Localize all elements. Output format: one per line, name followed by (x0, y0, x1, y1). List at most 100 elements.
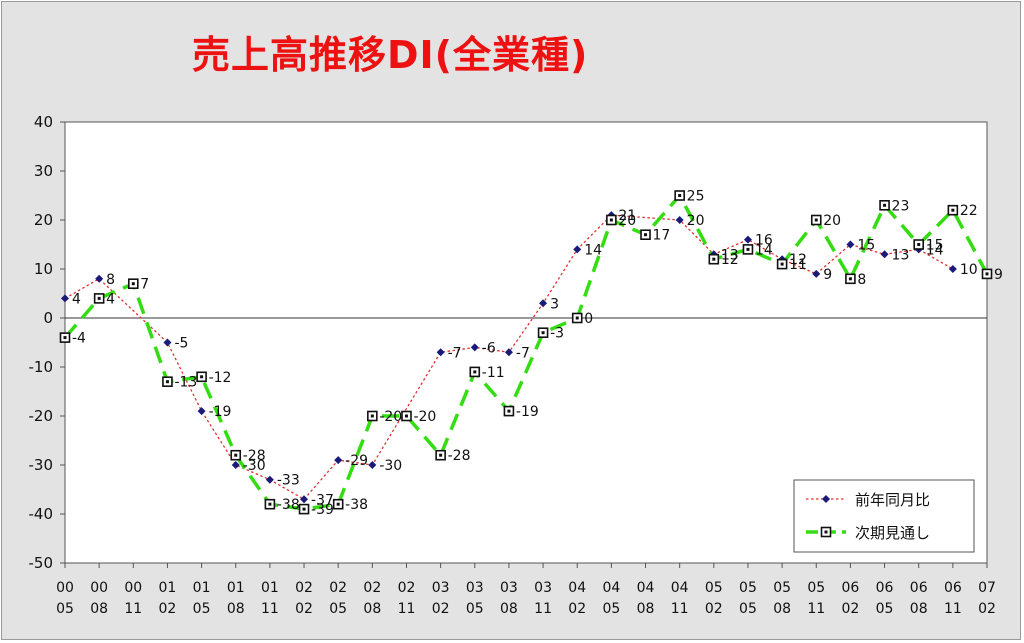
data-label-forecast: -13 (174, 375, 197, 391)
x-tick-label-year: 01 (261, 580, 279, 596)
y-tick-label: -10 (29, 358, 54, 376)
data-label-forecast: -3 (550, 326, 564, 342)
point-forecast-core (541, 331, 545, 335)
data-label-forecast: 0 (584, 311, 593, 327)
x-tick-label-year: 05 (773, 580, 791, 596)
point-forecast-core (165, 380, 169, 384)
point-forecast-core (780, 262, 784, 266)
data-label-yoy: 9 (823, 267, 832, 283)
x-tick-label-year: 05 (705, 580, 723, 596)
point-forecast-core (370, 414, 374, 418)
point-forecast-core (97, 296, 101, 300)
x-tick-label-month: 11 (671, 601, 689, 617)
data-label-forecast: -12 (209, 370, 232, 386)
point-forecast-core (302, 507, 306, 511)
x-tick-label-year: 02 (363, 580, 381, 596)
x-tick-label-month: 02 (978, 601, 996, 617)
x-tick-label-month: 05 (466, 601, 484, 617)
chart-title: 売上高推移DI(全業種) (192, 33, 589, 77)
point-yoy (743, 235, 752, 244)
data-label-yoy: 15 (857, 238, 875, 254)
x-tick-label-month: 05 (876, 601, 894, 617)
data-label-yoy: -29 (345, 453, 368, 469)
data-label-forecast: -28 (448, 448, 471, 464)
data-label-forecast: 22 (960, 203, 978, 219)
data-label-yoy: 3 (550, 296, 559, 312)
x-tick-label-month: 05 (329, 601, 347, 617)
x-tick-label-year: 02 (295, 580, 313, 596)
y-tick-label: -30 (29, 456, 54, 474)
series-line-yoy (64, 214, 954, 501)
point-yoy (300, 495, 309, 504)
x-tick-label-month: 02 (841, 601, 859, 617)
y-tick-label: 30 (34, 162, 53, 180)
data-label-yoy: -30 (379, 458, 402, 474)
x-tick-label-year: 03 (466, 580, 484, 596)
point-forecast-core (336, 502, 340, 506)
point-forecast-core (883, 203, 887, 207)
x-tick-label-month: 02 (159, 601, 177, 617)
legend-box (793, 479, 975, 553)
data-label-yoy: -33 (277, 473, 300, 489)
data-label-forecast: 17 (653, 228, 671, 244)
point-yoy (163, 338, 172, 347)
data-label-yoy: -7 (516, 345, 530, 361)
y-tick-label: -20 (29, 407, 54, 425)
x-tick-label-month: 11 (398, 601, 416, 617)
x-tick-label-month: 05 (193, 601, 211, 617)
series-line-forecast (63, 192, 989, 511)
point-forecast-core (814, 218, 818, 222)
point-forecast-core (575, 316, 579, 320)
legend-label-yoy: 前年同月比 (855, 491, 930, 509)
x-tick-label-month: 08 (500, 601, 518, 617)
data-label-forecast: 9 (994, 267, 1003, 283)
data-label-forecast: 4 (106, 291, 115, 307)
data-label-forecast: 11 (789, 257, 807, 273)
series-layer (59, 190, 993, 515)
data-label-yoy: -7 (448, 345, 462, 361)
point-forecast-core (951, 208, 955, 212)
data-label-forecast: 15 (926, 238, 944, 254)
x-tick-label-month: 11 (124, 601, 142, 617)
point-forecast-core (609, 218, 613, 222)
point-yoy (675, 216, 684, 224)
y-tick-label: -50 (29, 554, 54, 572)
x-tick-label-year: 06 (841, 580, 859, 596)
x-tick-label-year: 07 (978, 580, 996, 596)
point-yoy (948, 265, 957, 273)
x-tick-label-year: 04 (568, 580, 586, 596)
data-label-yoy: 12 (789, 252, 807, 268)
point-forecast-core (404, 414, 408, 418)
x-tick-label-month: 08 (910, 601, 928, 617)
x-tick-label-year: 00 (56, 580, 74, 596)
y-tick-label: 40 (34, 113, 53, 131)
x-tick-label-year: 03 (500, 580, 518, 596)
point-yoy (539, 299, 548, 308)
data-label-forecast: -20 (413, 409, 436, 425)
x-tick-label-month: 11 (807, 601, 825, 617)
data-label-forecast: 7 (140, 277, 149, 293)
x-tick-label-month: 08 (773, 601, 791, 617)
point-yoy (470, 343, 479, 352)
point-forecast-core (678, 194, 682, 197)
x-tick-label-month: 08 (227, 601, 245, 617)
x-tick-label-year: 04 (637, 580, 655, 596)
x-tick-label-year: 01 (193, 580, 211, 596)
point-forecast-core (200, 375, 204, 379)
x-tick-label-month: 02 (432, 601, 450, 617)
data-label-yoy: 13 (721, 247, 739, 263)
data-label-yoy: 10 (960, 262, 978, 278)
point-yoy (812, 269, 821, 278)
data-label-yoy: 14 (926, 242, 944, 258)
data-label-yoy: -19 (209, 404, 232, 420)
point-yoy (95, 274, 104, 283)
point-yoy (61, 294, 69, 303)
point-yoy (504, 348, 513, 357)
x-tick-label-year: 04 (602, 580, 620, 596)
point-forecast-core (268, 502, 272, 506)
y-tick-label: 0 (43, 309, 53, 327)
data-label-forecast: 23 (892, 198, 910, 214)
x-tick-label-month: 11 (534, 601, 552, 617)
data-label-forecast: 25 (687, 189, 705, 205)
